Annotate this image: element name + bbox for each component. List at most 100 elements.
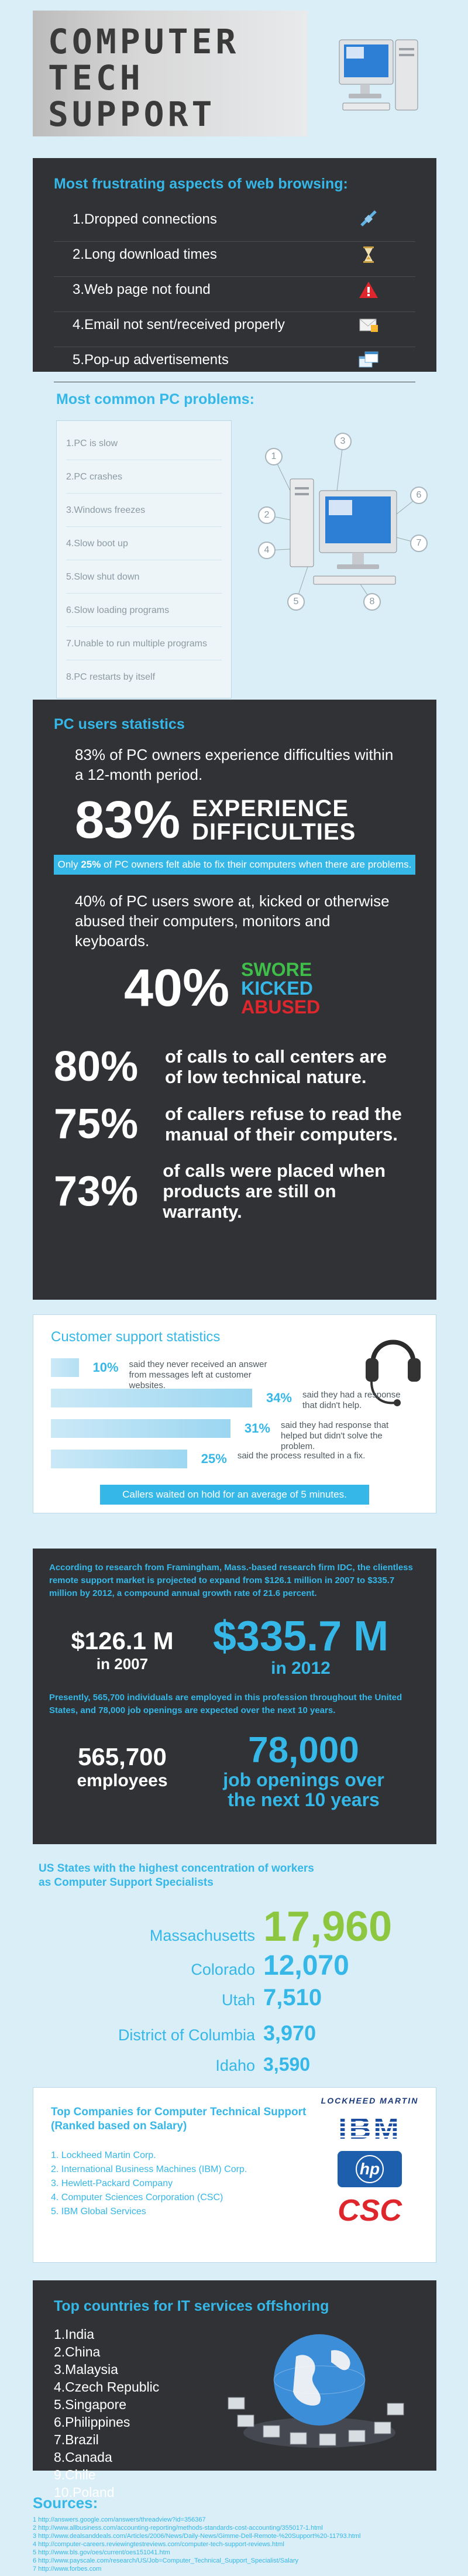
title-line-3: SUPPORT [48,94,216,134]
companies-heading-2: (Ranked based on Salary) [51,2120,187,2132]
callout-number-2: 2 [258,506,276,524]
state-value: 12,070 [263,1950,349,1981]
stat-line-2: manual of their computers. [165,1124,398,1145]
state-row-massachusetts: Massachusetts 17,960 [144,1903,392,1951]
callout-number-7: 7 [410,535,428,552]
hp-logo: hp [338,2151,402,2187]
stat-text: of calls were placed when products are st… [163,1160,415,1222]
state-row-dc: District of Columbia 3,970 [39,2021,316,2046]
market-values: $126.1 M in 2007 $335.7 M in 2012 [49,1614,420,1678]
state-name: Idaho [215,2057,255,2074]
bar-row: 10% said they never received an answer f… [51,1356,418,1390]
list-item: 4.Email not sent/received properly [54,313,415,347]
companies-heading-1: Top Companies for Computer Technical Sup… [51,2106,307,2118]
item-text: 5.Pop-up advertisements [73,352,229,368]
state-row-utah: Utah 7,510 [144,1985,322,2011]
pc-problems-panel: Most common PC problems: 1.PC is slow 2.… [33,391,436,698]
list-item: 5.Pop-up advertisements [54,348,415,382]
value-2007-label: in 2007 [96,1655,149,1673]
fix-banner: Only 25% of PC owners felt able to fix t… [54,855,415,875]
big-word-line-2: DIFFICULTIES [192,819,356,845]
customer-support-heading: Customer support statistics [51,1329,221,1345]
callout-number-8: 8 [363,593,381,611]
frustrations-list: 1.Dropped connections 2.Long download ti… [54,208,415,382]
source-link[interactable]: 7 http://www.forbes.com [33,2565,102,2572]
state-value: 3,590 [263,2054,311,2075]
list-item: 8.Canada [54,2450,112,2465]
list-item: 10.Poland [54,2485,115,2500]
list-item: 3.Web page not found [54,278,415,312]
source-link[interactable]: 5 http://www.bls.gov/oes/current/oes1510… [33,2549,170,2556]
item-text: 3.Web page not found [73,282,211,297]
list-item: 3.Malaysia [54,2362,118,2377]
banner-text-bold: 25% [81,859,101,870]
list-item: 7.Unable to run multiple programs [66,627,222,660]
list-item: 3.Windows freezes [66,494,222,527]
stat-paragraph-1: 83% of PC owners experience difficulties… [75,746,394,783]
title-line-1: COMPUTER [48,22,240,61]
source-link[interactable]: 6 http://www.payscale.com/research/US/Jo… [33,2557,298,2564]
callout-number-4: 4 [258,542,276,559]
title-box: COMPUTER TECH SUPPORT [33,11,308,136]
list-item: 4. Computer Sciences Corporation (CSC) [51,2193,223,2202]
bar-value: 31% [230,1419,275,1438]
source-link[interactable]: 4 http://computer-careers.reviewingtestr… [33,2541,284,2548]
list-item: 9.Chile [54,2467,96,2482]
stat-row: 80% of calls to call centers are of low t… [54,1046,415,1088]
stat-paragraph-2: 40% of PC users swore at, kicked or othe… [75,892,390,950]
callout-number-1: 1 [265,448,283,465]
frustrations-heading: Most frustrating aspects of web browsing… [54,176,348,192]
states-heading-1: US States with the highest concentration… [39,1862,314,1875]
word-swore: SWORE [241,959,312,980]
bar-label: said the process resulted in a fix. [237,1451,366,1461]
stat-row: 75% of callers refuse to read the manual … [54,1103,415,1145]
bar-row: 31% said they had response that helped b… [51,1417,418,1451]
employees-label: employees [77,1771,168,1790]
csc-logo: CSC [338,2194,402,2228]
market-paragraph-2: Presently, 565,700 individuals are emplo… [49,1693,402,1715]
list-item: 2.Long download times [54,243,415,277]
bar-row: 34% said they had a response that didn't… [51,1386,418,1413]
source-link[interactable]: 1 http://answers.google.com/answers/thre… [33,2516,206,2523]
list-item: 1.PC is slow [66,427,222,460]
state-value: 3,970 [263,2021,316,2045]
abuse-words: SWORE KICKED ABUSED [241,960,320,1016]
stat-line-1: of calls were placed when [163,1160,386,1181]
stat-number: 75% [54,1101,139,1147]
item-text: 4.Email not sent/received properly [73,317,285,333]
value-2012-number: $335.7 M [212,1613,389,1660]
value-2007-number: $126.1 M [71,1627,174,1654]
job-openings-label-2: the next 10 years [228,1789,380,1810]
bar-label: said they never received an answer from … [129,1359,267,1390]
hold-time-banner: Callers waited on hold for an average of… [100,1485,369,1505]
countries-list: 1.India 2.China 3.Malaysia 4.Czech Repub… [54,2325,415,2501]
state-name: Massachusetts [149,1927,255,1944]
big-number: 40% [124,959,230,1018]
employment-values: 565,700 employees 78,000 job openings ov… [49,1731,420,1810]
source-link[interactable]: 2 http://www.allbusiness.com/accounting-… [33,2524,323,2532]
big-word-line-1: EXPERIENCE [192,796,349,821]
company-logos: LOCKHEED MARTIN IBM hp CSC [314,2096,425,2227]
job-openings-number: 78,000 [248,1730,359,1770]
list-item: 2.China [54,2344,101,2359]
pc-problems-list: 1.PC is slow 2.PC crashes 3.Windows free… [56,420,232,698]
customer-support-panel: Customer support statistics 10% said the… [33,1314,436,1513]
pc-users-statistics-panel: PC users statistics 83% of PC owners exp… [33,700,436,1300]
employees-number: 565,700 [78,1743,167,1770]
banner-text-pre: Only [57,859,81,870]
list-item: 6.Philippines [54,2414,130,2430]
stat-text: of callers refuse to read the manual of t… [165,1104,402,1145]
state-name: Colorado [191,1961,255,1978]
source-link[interactable]: 3 http://www.dealsanddeals.com/Articles/… [33,2533,361,2540]
value-2012: $335.7 M in 2012 [195,1614,406,1678]
bar-value: 25% [187,1450,232,1468]
companies-panel: Top Companies for Computer Technical Sup… [33,2087,436,2263]
pc-users-heading: PC users statistics [54,716,185,732]
employees: 565,700 employees [49,1743,195,1791]
list-item: 5.Singapore [54,2397,127,2412]
state-row-idaho: Idaho 3,590 [144,2054,310,2075]
bar-row: 25% said the process resulted in a fix. [51,1447,418,1474]
job-openings-label-1: job openings over [223,1769,384,1790]
support-bars: 10% said they never received an answer f… [51,1356,418,1474]
bar-label: said they had a response that didn't hel… [302,1390,401,1410]
